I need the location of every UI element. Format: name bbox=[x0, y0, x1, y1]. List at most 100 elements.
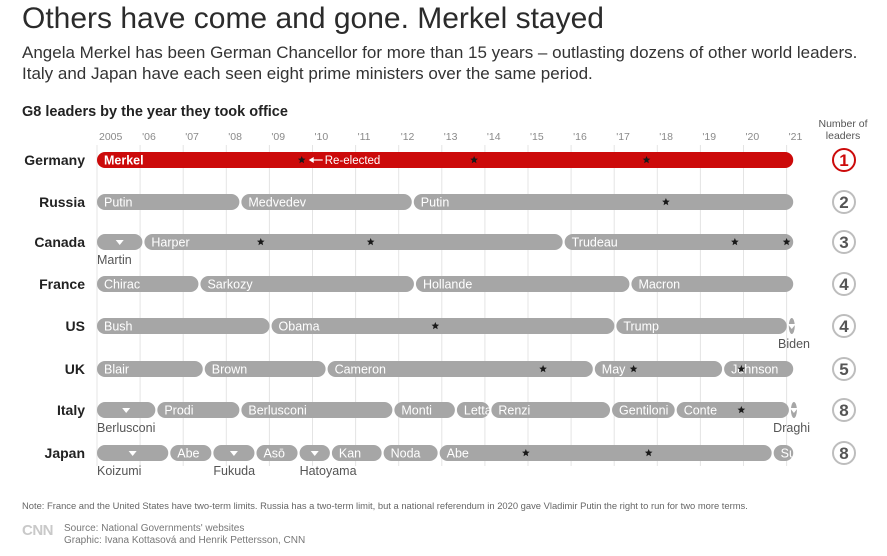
election-star-icon bbox=[297, 156, 306, 164]
leader-count-circle bbox=[832, 272, 856, 296]
leader-count-circle bbox=[832, 441, 856, 465]
election-star-icon bbox=[431, 322, 440, 330]
country-label: France bbox=[39, 276, 85, 292]
down-arrow-icon bbox=[122, 408, 131, 413]
country-row-germany: Germany Merkel Re-elected 1 bbox=[24, 148, 856, 172]
leader-count-circle bbox=[832, 148, 856, 172]
down-arrow-icon bbox=[115, 240, 124, 245]
year-tick-label: '07 bbox=[185, 131, 199, 143]
leader-bar bbox=[271, 318, 615, 334]
leader-bar bbox=[439, 445, 772, 461]
footnote: Note: France and the United States have … bbox=[22, 500, 748, 511]
leader-count-value: 2 bbox=[839, 193, 848, 212]
election-star-icon bbox=[366, 238, 375, 246]
year-tick-label: '20 bbox=[746, 131, 760, 143]
country-label: Japan bbox=[45, 445, 85, 461]
year-tick-label: '15 bbox=[530, 131, 544, 143]
leader-count-value: 5 bbox=[839, 360, 848, 379]
cnn-logo: CNN bbox=[22, 522, 54, 539]
leader-count-circle bbox=[832, 398, 856, 422]
year-tick-label: '21 bbox=[789, 131, 803, 143]
country-label: Russia bbox=[39, 194, 85, 210]
leader-label: Putin bbox=[104, 196, 133, 210]
leader-label: Martin bbox=[97, 253, 132, 267]
country-row-japan: Japan Koizumi Abe Fukuda Asō Hatoyama Kan Noda A… bbox=[45, 441, 856, 478]
year-tick-label: '17 bbox=[616, 131, 630, 143]
country-row-italy: Italy Berlusconi Prodi Berlusconi Monti Letta… bbox=[57, 398, 856, 435]
leader-label: Trudeau bbox=[572, 236, 618, 250]
leader-count-value: 3 bbox=[839, 233, 848, 252]
election-star-icon bbox=[470, 156, 478, 164]
election-star-icon bbox=[629, 365, 638, 373]
election-star-icon bbox=[644, 449, 653, 457]
leader-bar bbox=[415, 276, 630, 292]
annotation-label: Re-elected bbox=[325, 155, 381, 167]
page-title: Others have come and gone. Merkel stayed bbox=[22, 2, 604, 35]
year-tick-label: '12 bbox=[401, 131, 415, 143]
leader-label: Conte bbox=[684, 404, 717, 418]
election-star-icon bbox=[539, 365, 547, 373]
country-row-uk: UK Blair Brown Cameron May Johnson 5 bbox=[65, 357, 856, 381]
leader-bar bbox=[383, 445, 438, 461]
down-arrow-icon bbox=[229, 451, 238, 456]
country-row-france: France Chirac Sarkozy Hollande Macron 4 bbox=[39, 272, 856, 296]
leader-bar bbox=[594, 361, 723, 377]
country-label: US bbox=[66, 318, 85, 334]
year-tick-label: '13 bbox=[444, 131, 458, 143]
leader-bar bbox=[144, 234, 563, 250]
country-row-russia: Russia Putin Medvedev Putin 2 bbox=[39, 190, 856, 214]
year-tick-label: '06 bbox=[142, 131, 156, 143]
election-star-icon bbox=[662, 198, 670, 206]
year-tick-label: '10 bbox=[315, 131, 329, 143]
leader-bar bbox=[204, 361, 326, 377]
source-line: Source: National Governments' websites bbox=[64, 523, 245, 534]
leader-label: Hatoyama bbox=[300, 464, 357, 478]
leader-bar bbox=[241, 402, 393, 418]
leader-label: Kan bbox=[339, 447, 361, 461]
leader-label: Prodi bbox=[164, 404, 193, 418]
leader-bar bbox=[631, 276, 794, 292]
leader-label: Merkel bbox=[104, 154, 144, 168]
leader-bar bbox=[491, 402, 611, 418]
leader-label: Monti bbox=[401, 404, 432, 418]
leader-label: Abe bbox=[177, 447, 199, 461]
annotation-arrow-icon bbox=[308, 157, 314, 163]
leader-count-circle bbox=[832, 230, 856, 254]
year-tick-label: '08 bbox=[228, 131, 242, 143]
country-label: Canada bbox=[34, 234, 85, 250]
leader-label: Medvedev bbox=[248, 196, 306, 210]
leader-label: Cameron bbox=[335, 363, 386, 377]
election-star-icon bbox=[522, 449, 530, 457]
leader-label: Berlusconi bbox=[248, 404, 306, 418]
year-tick-label: '11 bbox=[358, 131, 371, 143]
year-tick-label: 2005 bbox=[99, 131, 123, 143]
leader-label: Blair bbox=[104, 363, 129, 377]
year-tick-label: '14 bbox=[487, 131, 501, 143]
election-star-icon bbox=[731, 238, 739, 246]
leader-bar bbox=[97, 361, 203, 377]
leader-bar bbox=[773, 445, 794, 461]
leader-count-value: 4 bbox=[839, 317, 849, 336]
leader-label: Bush bbox=[104, 320, 133, 334]
leader-label: Suga bbox=[781, 447, 810, 461]
leader-label: Letta bbox=[464, 404, 492, 418]
leader-label: Hollande bbox=[423, 278, 472, 292]
country-row-us: US Bush Obama Trump Biden 4 bbox=[66, 314, 856, 351]
leader-count-value: 1 bbox=[839, 151, 848, 170]
election-star-icon bbox=[737, 406, 746, 414]
leader-bar bbox=[157, 402, 240, 418]
leader-bar bbox=[724, 361, 794, 377]
leader-bar bbox=[170, 445, 212, 461]
leader-label: May bbox=[602, 363, 626, 377]
election-star-icon bbox=[642, 156, 651, 164]
year-tick-label: '16 bbox=[573, 131, 587, 143]
election-star-icon bbox=[782, 238, 791, 246]
number-of-leaders-header: Number of leaders bbox=[818, 118, 868, 142]
down-arrow-icon bbox=[310, 451, 319, 456]
leader-label: Noda bbox=[391, 447, 421, 461]
year-tick-label: '18 bbox=[659, 131, 673, 143]
country-label: Italy bbox=[57, 402, 85, 418]
country-row-canada: Canada Martin Harper Trudeau 3 bbox=[34, 230, 856, 267]
country-label: Germany bbox=[24, 152, 85, 168]
leader-label: Abe bbox=[447, 447, 469, 461]
